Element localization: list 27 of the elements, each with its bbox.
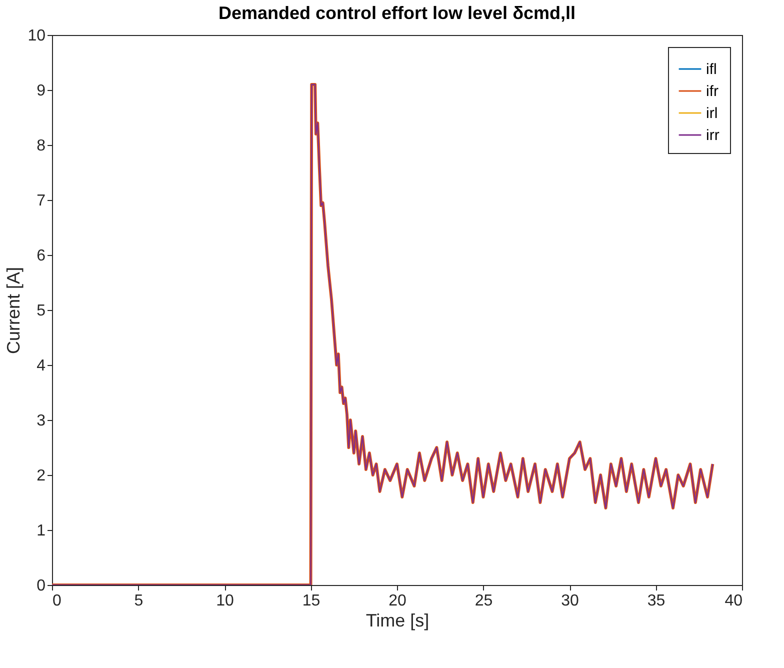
legend-label: irr <box>706 127 720 144</box>
x-tick-label: 25 <box>474 592 493 610</box>
y-axis-title: Current [A] <box>4 266 24 354</box>
y-tick-label: 2 <box>36 468 46 484</box>
y-tick-label: 8 <box>36 138 46 154</box>
chart-title: Demanded control effort low level δcmd,ll <box>218 3 576 23</box>
x-tick-label: 20 <box>388 592 406 610</box>
x-tick-label: 0 <box>52 592 62 610</box>
y-tick-label: 10 <box>28 28 46 44</box>
x-tick-label: 40 <box>724 592 743 610</box>
y-tick-label: 1 <box>36 522 46 540</box>
x-axis-title: Time [s] <box>366 610 430 630</box>
y-tick-label: 7 <box>36 192 46 210</box>
y-tick-label: 9 <box>36 82 46 100</box>
x-tick-label: 35 <box>647 592 666 610</box>
y-tick-label: 6 <box>36 248 46 264</box>
legend-label: ifl <box>706 61 717 78</box>
y-tick-label: 5 <box>36 302 46 320</box>
legend-label: irl <box>706 105 718 122</box>
legend-label: ifr <box>706 83 718 100</box>
y-tick-label: 3 <box>36 412 46 430</box>
y-tick-label: 0 <box>36 578 46 594</box>
x-tick-label: 15 <box>302 592 320 610</box>
y-tick-label: 4 <box>36 358 46 374</box>
x-tick-label: 30 <box>561 592 579 610</box>
x-tick-label: 10 <box>216 592 234 610</box>
x-tick-label: 5 <box>134 592 144 610</box>
